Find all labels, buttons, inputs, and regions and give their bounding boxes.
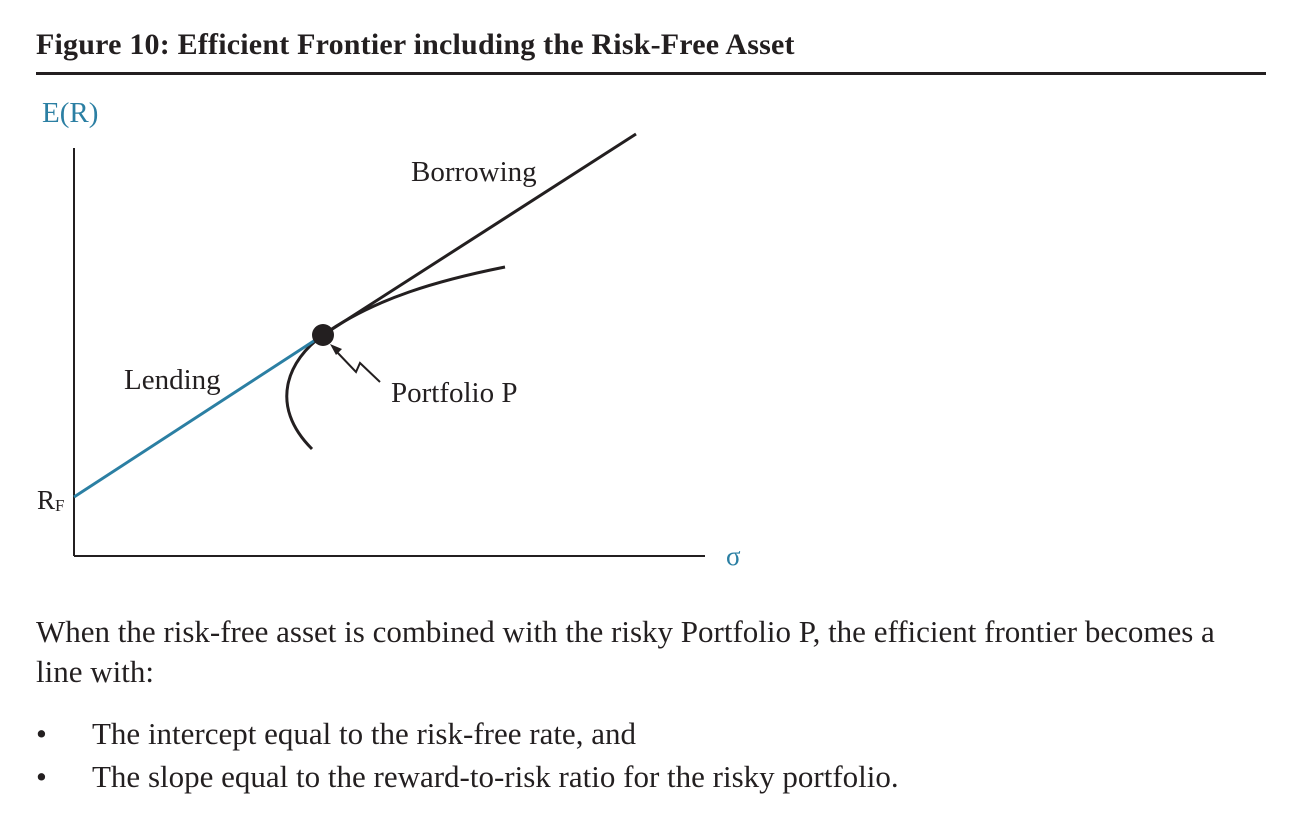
y-axis-label: E(R) [42, 97, 98, 129]
figure-title: Figure 10: Efficient Frontier including … [36, 28, 795, 61]
lending-line [73, 333, 324, 499]
portfolio-label: Portfolio P [391, 377, 518, 409]
bullet-dot: • [36, 716, 47, 751]
lending-label: Lending [124, 364, 221, 396]
risk-free-label-sub: F [55, 496, 64, 515]
risk-free-label-main: R [37, 485, 55, 515]
efficient-frontier-chart: E(R) σ RF Borrowing Lending Portfolio P [37, 97, 741, 571]
borrowing-line [322, 132, 637, 337]
efficient-frontier-curve [285, 265, 506, 451]
bullet-item: • The slope equal to the reward-to-risk … [36, 755, 1256, 798]
bullet-item: • The intercept equal to the risk-free r… [36, 712, 1256, 755]
explanation-bullets: • The intercept equal to the risk-free r… [36, 712, 1256, 798]
x-axis-label: σ [726, 541, 741, 571]
portfolio-pointer-arrowhead [330, 344, 342, 355]
explanation-paragraph: When the risk-free asset is combined wit… [36, 614, 1215, 689]
bullet-text: The intercept equal to the risk-free rat… [92, 716, 636, 751]
bullet-text: The slope equal to the reward-to-risk ra… [92, 759, 899, 794]
portfolio-pointer-arrow [335, 350, 381, 383]
portfolio-p-point [312, 324, 334, 346]
risk-free-label: RF [37, 485, 64, 515]
title-rule [36, 72, 1266, 75]
bullet-dot: • [36, 759, 47, 794]
borrowing-label: Borrowing [411, 156, 537, 188]
